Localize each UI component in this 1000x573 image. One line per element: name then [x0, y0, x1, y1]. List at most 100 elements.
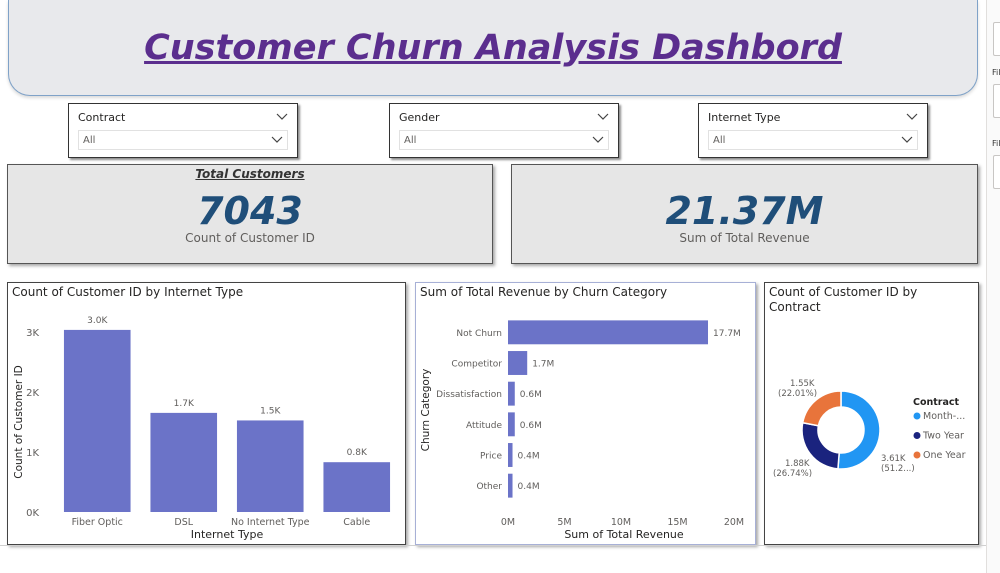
- bar-attitude: [508, 412, 515, 437]
- data-label: 3.0K: [87, 316, 108, 326]
- x-tick-label: Cable: [343, 517, 370, 528]
- column-chart-svg: 0K 1K 2K 3K 3.0K Fiber Optic 1.7K DSL 1.5K No Int…: [13, 316, 391, 541]
- slicer-internet-type-dropdown[interactable]: All: [708, 130, 918, 150]
- chevron-down-icon: [271, 136, 283, 143]
- x-tick-label: 0M: [501, 517, 515, 528]
- y-tick-label: Other: [476, 482, 502, 492]
- donut-chart-svg: 3.61K(51.2...) 1.88K(26.74%) 1.55K(22.01%)…: [773, 379, 966, 479]
- y-axis-title: Count of Customer ID: [13, 365, 25, 479]
- bar-not-churn: [508, 320, 709, 345]
- legend-marker: [913, 412, 921, 420]
- bar-other: [508, 473, 513, 498]
- kpi-customers-title: Total Customers: [195, 167, 305, 181]
- kpi-customers-value: 7043: [197, 189, 303, 233]
- x-tick-label: No Internet Type: [231, 517, 310, 528]
- filter-card[interactable]: [993, 155, 1000, 189]
- slice-value-label: 3.61K: [881, 454, 906, 464]
- x-axis-title: Sum of Total Revenue: [564, 528, 684, 541]
- y-tick-label: Attitude: [466, 421, 503, 431]
- bar-price: [508, 443, 513, 467]
- chart-churn-category-title: Sum of Total Revenue by Churn Category: [420, 285, 668, 299]
- x-tick-label: 10M: [611, 517, 631, 528]
- slicer-gender[interactable]: Gender All: [389, 103, 619, 158]
- data-label: 1.7M: [532, 360, 554, 370]
- y-axis-title: Churn Category: [420, 369, 432, 452]
- kpi-revenue-label: Sum of Total Revenue: [679, 231, 810, 245]
- page-bottom-divider: [0, 545, 986, 546]
- title-banner: Customer Churn Analysis Dashbord: [8, 0, 978, 96]
- chevron-down-icon: [592, 136, 604, 143]
- chevron-down-icon: [901, 136, 913, 143]
- x-tick-label: 20M: [724, 517, 744, 528]
- legend-title: Contract: [913, 397, 960, 408]
- kpi-total-customers[interactable]: Total Customers 7043 Count of Customer I…: [7, 164, 493, 264]
- data-label: 17.7M: [713, 329, 741, 339]
- data-label: 1.5K: [260, 406, 281, 416]
- y-tick-label: Competitor: [451, 360, 502, 370]
- y-tick-label: Not Churn: [456, 329, 502, 339]
- y-tick-label: Price: [480, 452, 502, 462]
- slice-pct-label: (26.74%): [773, 469, 812, 479]
- chart-contract-title: Count of Customer ID by Contract: [769, 285, 918, 314]
- data-label: 0.6M: [520, 421, 542, 431]
- filter-pane-label: Fil: [992, 139, 1000, 148]
- slice-pct-label: (51.2...): [881, 464, 915, 474]
- slicer-gender-value: All: [404, 134, 417, 146]
- slicer-internet-type-value: All: [713, 134, 726, 146]
- slice-value-label: 1.88K: [785, 459, 810, 469]
- slicer-contract-label: Contract: [78, 110, 126, 124]
- data-label: 1.7K: [174, 399, 195, 409]
- bar-dissatisfaction: [508, 381, 515, 406]
- slicer-gender-dropdown[interactable]: All: [399, 130, 609, 150]
- bar-fiber-optic: [63, 329, 131, 512]
- slice-month-: [837, 390, 881, 470]
- chevron-down-icon[interactable]: [597, 113, 609, 121]
- slicer-internet-type-label: Internet Type: [708, 110, 781, 124]
- legend-entry: Two Year: [922, 431, 964, 442]
- legend-marker: [913, 432, 921, 439]
- x-tick-label: 15M: [667, 517, 687, 528]
- slicer-contract-value: All: [83, 134, 96, 146]
- slicer-gender-label: Gender: [399, 110, 440, 124]
- slicer-contract-dropdown[interactable]: All: [78, 130, 288, 150]
- legend-marker: [913, 451, 921, 459]
- legend-entry: Month-...: [923, 411, 965, 422]
- chart-contract[interactable]: Count of Customer ID by Contract 3.61K (5…: [764, 282, 979, 545]
- bar-no-internet-type: [236, 420, 304, 512]
- chart-internet-type-title: Count of Customer ID by Internet Type: [12, 285, 244, 299]
- bar-competitor: [508, 351, 528, 375]
- y-tick-label: 2K: [26, 388, 39, 399]
- data-label: 0.4M: [518, 482, 540, 492]
- x-tick-label: 5M: [557, 517, 571, 528]
- chart-internet-type[interactable]: Count of Customer ID by Internet Type 0K…: [7, 282, 406, 545]
- filter-card[interactable]: [993, 84, 1000, 118]
- slice-one-year: [801, 390, 842, 427]
- slicer-internet-type[interactable]: Internet Type All: [698, 103, 928, 158]
- bar-cable: [323, 462, 391, 512]
- chart-churn-category[interactable]: Sum of Total Revenue by Churn Category N…: [415, 282, 756, 545]
- slicer-contract[interactable]: Contract All: [68, 103, 298, 158]
- data-label: 0.6M: [520, 390, 542, 400]
- page-title: Customer Churn Analysis Dashbord: [144, 27, 842, 68]
- x-axis-title: Internet Type: [191, 528, 264, 541]
- bar-chart-svg: Not Churn 17.7M Competitor 1.7M Dissatisfact…: [420, 320, 744, 541]
- chevron-down-icon[interactable]: [276, 113, 288, 121]
- data-label: 0.4M: [518, 452, 540, 462]
- data-label: 0.8K: [347, 448, 368, 458]
- slice-value-label: 1.55K: [790, 379, 815, 389]
- y-tick-label: 1K: [26, 448, 39, 459]
- filter-pane[interactable]: Fil Fil: [986, 0, 1000, 573]
- y-tick-label: 3K: [26, 328, 39, 339]
- kpi-total-revenue[interactable]: 21.37M Sum of Total Revenue: [511, 164, 978, 264]
- kpi-customers-label: Count of Customer ID: [185, 231, 315, 245]
- filter-pane-label: Fil: [992, 68, 1000, 77]
- y-tick-label: 0K: [26, 508, 39, 519]
- bar-dsl: [150, 412, 218, 512]
- y-tick-label: Dissatisfaction: [436, 390, 502, 400]
- filter-pane-search[interactable]: [993, 22, 1000, 56]
- x-tick-label: DSL: [174, 517, 193, 528]
- slice-pct-label: (22.01%): [778, 389, 817, 399]
- x-tick-label: Fiber Optic: [72, 517, 123, 528]
- chevron-down-icon[interactable]: [906, 113, 918, 121]
